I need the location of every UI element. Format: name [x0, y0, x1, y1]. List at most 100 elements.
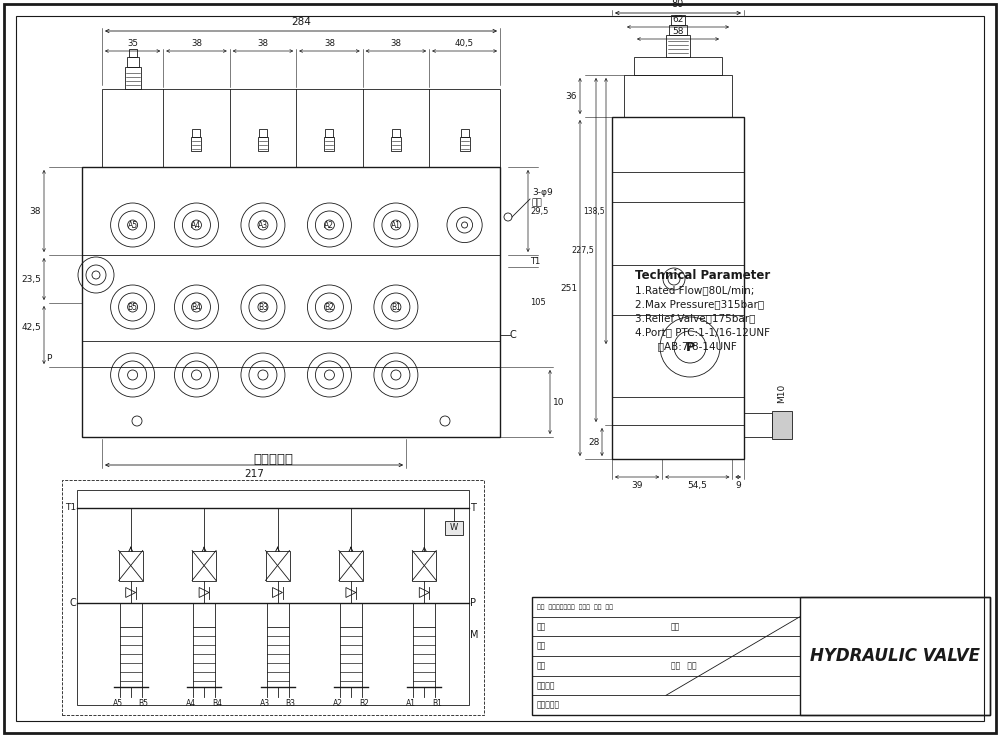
- Bar: [193, 627, 215, 687]
- Bar: [77, 490, 469, 705]
- Bar: [82, 167, 500, 437]
- Text: P: P: [685, 340, 695, 354]
- Bar: [772, 411, 792, 439]
- Text: 284: 284: [291, 17, 311, 27]
- Text: 39: 39: [631, 481, 643, 490]
- Text: 58: 58: [672, 27, 684, 36]
- Text: 38: 38: [30, 206, 41, 215]
- Bar: [324, 137, 334, 151]
- Text: 制图: 制图: [537, 622, 546, 631]
- Text: 共张   第张: 共张 第张: [671, 661, 697, 671]
- Text: 1.Rated Flow：80L/min;: 1.Rated Flow：80L/min;: [635, 285, 754, 295]
- Text: A5: A5: [128, 220, 138, 229]
- Bar: [191, 137, 201, 151]
- Text: 29,5: 29,5: [530, 206, 548, 215]
- Text: Technical Parameter: Technical Parameter: [635, 269, 770, 282]
- Text: ；AB:7/8-14UNF: ；AB:7/8-14UNF: [635, 341, 737, 351]
- Text: B1: B1: [391, 302, 401, 312]
- Text: 38: 38: [390, 39, 401, 48]
- Text: 23,5: 23,5: [21, 274, 41, 284]
- Bar: [62, 480, 484, 715]
- Text: A4: A4: [191, 220, 202, 229]
- Text: A2: A2: [324, 220, 334, 229]
- Bar: [119, 551, 143, 581]
- Bar: [413, 627, 435, 687]
- Text: 重量: 重量: [671, 622, 680, 631]
- Text: C: C: [69, 598, 76, 607]
- Text: 227,5: 227,5: [571, 245, 594, 254]
- Polygon shape: [272, 587, 283, 598]
- Text: 42,5: 42,5: [21, 323, 41, 332]
- Bar: [744, 413, 772, 437]
- Text: B3: B3: [258, 302, 268, 312]
- Polygon shape: [346, 587, 356, 598]
- Bar: [340, 627, 362, 687]
- Text: B4: B4: [212, 699, 222, 708]
- Text: 工艺检查: 工艺检查: [537, 681, 556, 690]
- Text: HYDRAULIC VALVE: HYDRAULIC VALVE: [810, 647, 980, 665]
- Bar: [445, 521, 463, 535]
- Bar: [412, 551, 436, 581]
- Text: 38: 38: [324, 39, 335, 48]
- Text: 3-φ9: 3-φ9: [532, 188, 553, 197]
- Text: 138,5: 138,5: [583, 206, 605, 215]
- Bar: [258, 137, 268, 151]
- Text: M: M: [470, 629, 479, 640]
- Bar: [125, 67, 141, 89]
- Text: B2: B2: [324, 302, 334, 312]
- Polygon shape: [126, 587, 136, 598]
- Text: T1: T1: [530, 256, 540, 265]
- Text: 描图: 描图: [537, 642, 546, 651]
- Bar: [669, 25, 687, 35]
- Text: A3: A3: [258, 220, 268, 229]
- Bar: [391, 137, 401, 151]
- Text: B5: B5: [128, 302, 138, 312]
- Text: B5: B5: [139, 699, 149, 708]
- Bar: [634, 57, 722, 75]
- Bar: [266, 627, 288, 687]
- Text: 80: 80: [672, 0, 684, 9]
- Bar: [392, 129, 400, 137]
- Text: 105: 105: [530, 298, 546, 307]
- Text: W: W: [450, 523, 458, 533]
- Text: T: T: [470, 503, 476, 513]
- Bar: [259, 129, 267, 137]
- Bar: [800, 597, 990, 715]
- Text: 校对: 校对: [537, 661, 546, 671]
- Text: 3.Relief Valve：175bar；: 3.Relief Valve：175bar；: [635, 313, 755, 323]
- Bar: [192, 129, 200, 137]
- Text: A1: A1: [391, 220, 401, 229]
- Text: 液压原理图: 液压原理图: [253, 453, 293, 466]
- Text: 2.Max Pressure：315bar，: 2.Max Pressure：315bar，: [635, 299, 764, 309]
- Text: 217: 217: [244, 469, 264, 479]
- Text: 标记  更改内容或依据  更改人  日期  审核: 标记 更改内容或依据 更改人 日期 审核: [537, 604, 613, 609]
- Bar: [127, 57, 139, 67]
- Text: C: C: [510, 330, 517, 340]
- Text: 36: 36: [566, 91, 577, 100]
- Polygon shape: [419, 587, 429, 598]
- Text: 通孔: 通孔: [532, 198, 543, 207]
- Bar: [666, 35, 690, 57]
- Bar: [339, 551, 363, 581]
- Bar: [325, 129, 333, 137]
- Text: 62: 62: [672, 15, 684, 24]
- Text: A2: A2: [333, 699, 343, 708]
- Text: M10: M10: [778, 384, 786, 403]
- Bar: [129, 49, 137, 57]
- Text: 28: 28: [589, 438, 600, 447]
- Text: A5: A5: [113, 699, 123, 708]
- Text: 9: 9: [735, 481, 741, 490]
- Text: A3: A3: [259, 699, 270, 708]
- Text: A1: A1: [406, 699, 416, 708]
- Text: 4.Port： PTC:1-1/16-12UNF: 4.Port： PTC:1-1/16-12UNF: [635, 327, 770, 337]
- Text: 40,5: 40,5: [455, 39, 474, 48]
- Text: B4: B4: [191, 302, 201, 312]
- Bar: [532, 597, 990, 715]
- Bar: [671, 15, 685, 25]
- Text: 251: 251: [560, 284, 577, 293]
- Text: B1: B1: [432, 699, 442, 708]
- Text: B2: B2: [359, 699, 369, 708]
- Bar: [460, 137, 470, 151]
- Text: 标准化检查: 标准化检查: [537, 701, 560, 710]
- Polygon shape: [199, 587, 209, 598]
